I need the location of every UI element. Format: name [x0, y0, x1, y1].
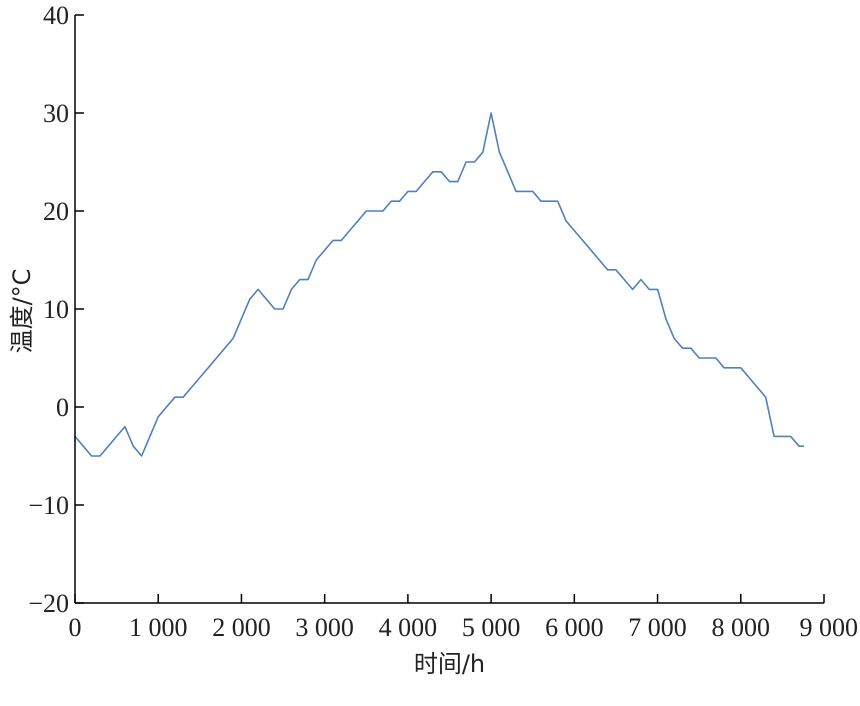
x-tick-label: 2 000 [212, 613, 271, 642]
x-tick-label: 8 000 [712, 613, 771, 642]
x-tick-label: 0 [69, 613, 82, 642]
temperature-series-line [74, 112, 804, 457]
x-tick-label: 9 000 [800, 613, 859, 642]
axes [74, 15, 824, 604]
y-axis-ticks: −20 −10 0 10 20 30 40 [28, 1, 84, 618]
x-tick-label: 3 000 [295, 613, 354, 642]
x-tick-label: 5 000 [462, 613, 521, 642]
plot-series [74, 112, 804, 457]
x-tick-label: 1 000 [129, 613, 188, 642]
y-tick-label: 10 [43, 295, 69, 324]
y-tick-label: 20 [43, 197, 69, 226]
x-tick-label: 7 000 [628, 613, 687, 642]
y-axis-label: 温度/°C [8, 269, 36, 354]
y-tick-label: 40 [43, 1, 69, 30]
x-tick-label: 6 000 [545, 613, 604, 642]
y-tick-label: 0 [56, 393, 69, 422]
y-tick-label: 30 [43, 99, 69, 128]
y-tick-label: −10 [28, 491, 69, 520]
x-axis-label: 时间/h [414, 650, 485, 678]
x-tick-label: 4 000 [379, 613, 438, 642]
x-axis-ticks: 0 1 000 2 000 3 000 4 000 5 000 6 000 7 000 8 00… [69, 594, 859, 642]
y-tick-label: −20 [28, 589, 69, 618]
